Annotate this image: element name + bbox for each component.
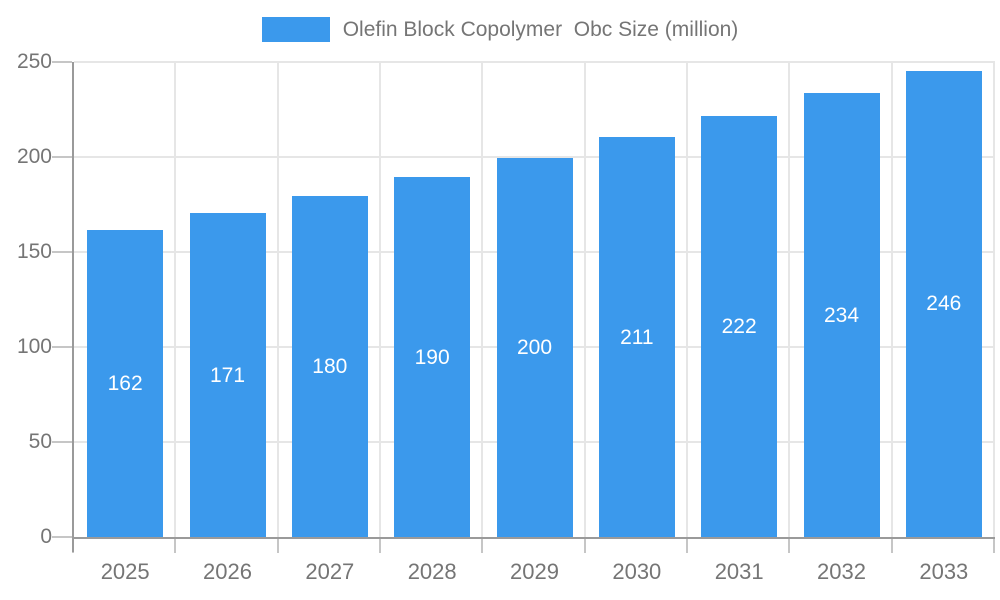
y-axis-tick-label: 50	[28, 430, 52, 453]
x-axis-tick	[379, 538, 381, 553]
x-axis-tick-label: 2031	[714, 559, 764, 584]
x-axis-tick	[890, 538, 893, 553]
vertical-gridline	[890, 62, 893, 538]
x-axis-tick	[993, 538, 995, 553]
bar-value-label: 211	[620, 325, 654, 349]
bar[interactable]: 171	[189, 213, 266, 538]
y-axis-tick	[52, 61, 72, 63]
bar-value-label: 200	[516, 336, 553, 359]
bar[interactable]: 222	[701, 116, 778, 538]
x-axis-tick-label: 2028	[407, 559, 457, 584]
horizontal-gridline	[74, 61, 995, 63]
bar[interactable]: 190	[394, 177, 471, 538]
bar-value-label: 234	[823, 303, 860, 327]
vertical-gridline	[174, 62, 177, 538]
bar[interactable]: 180	[291, 196, 368, 538]
x-axis-tick	[686, 538, 688, 553]
x-axis-tick	[276, 538, 279, 553]
bar-value-label: 171	[209, 363, 246, 387]
bar-value-label: 190	[414, 345, 450, 369]
vertical-gridline	[788, 62, 791, 538]
bar[interactable]: 211	[598, 137, 675, 538]
x-axis-tick	[481, 538, 484, 553]
x-axis-tick-label: 2027	[305, 559, 355, 584]
vertical-gridline	[379, 62, 381, 538]
x-axis-tick	[174, 538, 177, 553]
y-axis-tick	[52, 441, 72, 443]
legend-label: Olefin Block Copolymer Obc Size (million…	[342, 18, 739, 41]
x-axis-tick	[583, 538, 586, 553]
bar[interactable]: 234	[803, 93, 880, 538]
x-axis-tick	[788, 538, 791, 553]
x-axis-tick-label: 2030	[612, 559, 662, 584]
bar-value-label: 222	[721, 315, 757, 339]
y-axis-tick-label: 250	[16, 50, 52, 73]
legend-swatch	[261, 17, 330, 42]
bar[interactable]: 162	[87, 230, 164, 538]
y-axis-tick	[52, 251, 72, 253]
horizontal-gridline	[74, 156, 995, 158]
x-axis-tick-label: 2029	[510, 559, 559, 584]
y-axis-tick	[52, 156, 72, 158]
x-axis-tick-label: 2026	[203, 559, 252, 584]
y-axis-tick-label: 200	[16, 145, 52, 168]
vertical-gridline	[583, 62, 586, 538]
bar[interactable]: 200	[496, 158, 573, 538]
y-axis-tick-label: 100	[16, 335, 52, 358]
x-axis-tick-label: 2025	[100, 559, 150, 584]
bar-value-label: 162	[107, 372, 143, 396]
x-axis-tick-label: 2033	[919, 559, 969, 584]
bar-value-label: 246	[926, 292, 962, 316]
x-axis-line	[72, 537, 995, 539]
y-axis-tick	[52, 346, 72, 348]
bar-value-label: 180	[312, 355, 348, 378]
vertical-gridline	[276, 62, 279, 538]
y-axis-tick-label: 150	[16, 240, 52, 263]
y-axis-line	[72, 62, 74, 552]
legend[interactable]: Olefin Block Copolymer Obc Size (million…	[0, 17, 1000, 42]
y-axis-tick-label: 0	[40, 525, 52, 548]
vertical-gridline	[686, 62, 688, 538]
x-axis-tick-label: 2032	[817, 559, 866, 584]
vertical-gridline	[481, 62, 484, 538]
y-axis-tick	[52, 536, 72, 538]
bar[interactable]: 246	[905, 70, 982, 538]
vertical-gridline	[993, 62, 995, 538]
